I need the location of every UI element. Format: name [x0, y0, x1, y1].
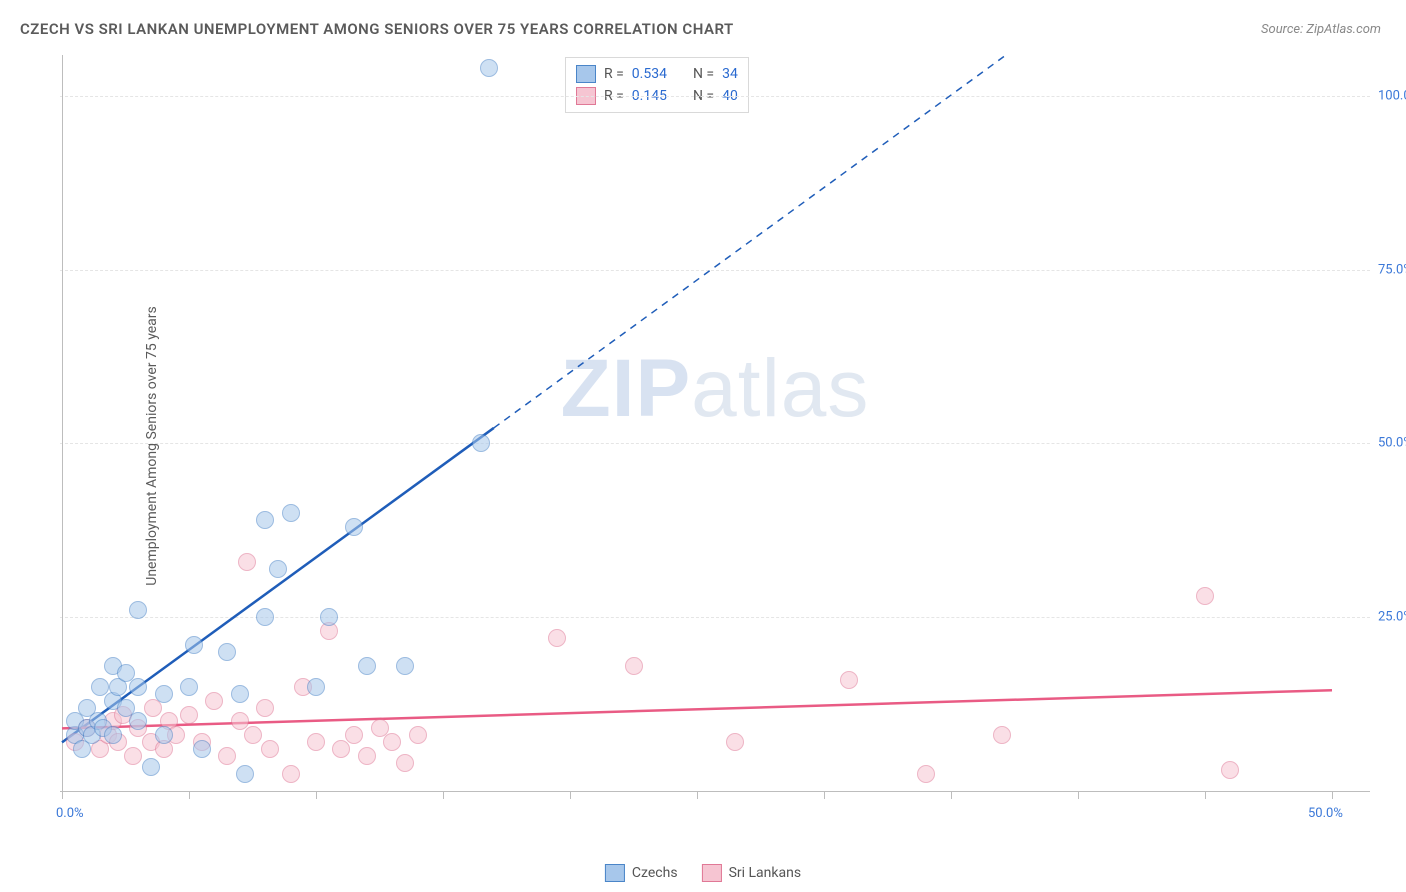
x-tick: [316, 791, 317, 799]
data-point: [129, 712, 147, 730]
legend-item: Czechs: [605, 864, 678, 882]
data-point: [269, 560, 287, 578]
x-axis: [60, 791, 1370, 792]
data-point: [726, 733, 744, 751]
x-tick: [189, 791, 190, 799]
x-tick: [1078, 791, 1079, 799]
x-tick: [951, 791, 952, 799]
data-point: [307, 678, 325, 696]
data-point: [129, 678, 147, 696]
data-point: [261, 740, 279, 758]
x-tick: [443, 791, 444, 799]
data-point: [180, 678, 198, 696]
chart-title: CZECH VS SRI LANKAN UNEMPLOYMENT AMONG S…: [20, 20, 734, 38]
data-point: [244, 726, 262, 744]
legend-swatch: [576, 65, 596, 83]
data-point: [383, 733, 401, 751]
data-point: [155, 726, 173, 744]
legend-label: Sri Lankans: [729, 865, 802, 881]
trendlines: [60, 55, 1370, 815]
data-point: [218, 747, 236, 765]
data-point: [480, 59, 498, 77]
data-point: [256, 511, 274, 529]
x-tick-label: 0.0%: [56, 806, 84, 821]
x-tick: [824, 791, 825, 799]
data-point: [396, 754, 414, 772]
watermark: ZIPatlas: [561, 342, 870, 436]
data-point: [345, 726, 363, 744]
data-point: [396, 657, 414, 675]
data-point: [142, 758, 160, 776]
x-tick-label: 50.0%: [1308, 806, 1343, 821]
grid-line: [60, 270, 1370, 271]
data-point: [238, 553, 256, 571]
data-point: [282, 765, 300, 783]
data-point: [231, 685, 249, 703]
n-label: N =: [693, 63, 714, 85]
data-point: [917, 765, 935, 783]
data-point: [472, 434, 490, 452]
x-tick: [1332, 791, 1333, 799]
legend-item: Sri Lankans: [702, 864, 802, 882]
data-point: [282, 504, 300, 522]
correlation-legend: R =0.534N =34R =0.145N =40: [565, 57, 749, 113]
legend-label: Czechs: [632, 865, 678, 881]
data-point: [155, 685, 173, 703]
scatter-plot: ZIPatlas R =0.534N =34R =0.145N =40 25.0…: [60, 55, 1370, 815]
data-point: [124, 747, 142, 765]
data-point: [548, 629, 566, 647]
data-point: [193, 740, 211, 758]
data-point: [256, 608, 274, 626]
data-point: [1196, 587, 1214, 605]
data-point: [218, 643, 236, 661]
y-tick-label: 75.0%: [1372, 262, 1406, 277]
data-point: [129, 601, 147, 619]
y-tick-label: 25.0%: [1372, 610, 1406, 625]
grid-line: [60, 443, 1370, 444]
data-point: [205, 692, 223, 710]
source-credit: Source: ZipAtlas.com: [1261, 22, 1381, 37]
r-value: 0.534: [632, 63, 667, 85]
grid-line: [60, 96, 1370, 97]
r-label: R =: [604, 63, 624, 85]
x-tick: [697, 791, 698, 799]
y-tick-label: 50.0%: [1372, 436, 1406, 451]
n-value: 34: [722, 63, 738, 85]
x-tick: [62, 791, 63, 799]
data-point: [307, 733, 325, 751]
legend-swatch: [702, 864, 722, 882]
data-point: [320, 608, 338, 626]
y-axis: [62, 55, 63, 791]
series-legend: Czechs Sri Lankans: [605, 864, 801, 882]
data-point: [256, 699, 274, 717]
data-point: [993, 726, 1011, 744]
legend-row: R = 0.534 N = 34: [576, 63, 738, 85]
data-point: [345, 518, 363, 536]
data-point: [625, 657, 643, 675]
data-point: [180, 706, 198, 724]
data-point: [1221, 761, 1239, 779]
x-tick: [570, 791, 571, 799]
data-point: [358, 657, 376, 675]
x-tick: [1205, 791, 1206, 799]
data-point: [358, 747, 376, 765]
data-point: [185, 636, 203, 654]
legend-swatch: [605, 864, 625, 882]
data-point: [332, 740, 350, 758]
data-point: [409, 726, 427, 744]
data-point: [236, 765, 254, 783]
y-tick-label: 100.0%: [1372, 88, 1406, 103]
data-point: [104, 726, 122, 744]
data-point: [840, 671, 858, 689]
